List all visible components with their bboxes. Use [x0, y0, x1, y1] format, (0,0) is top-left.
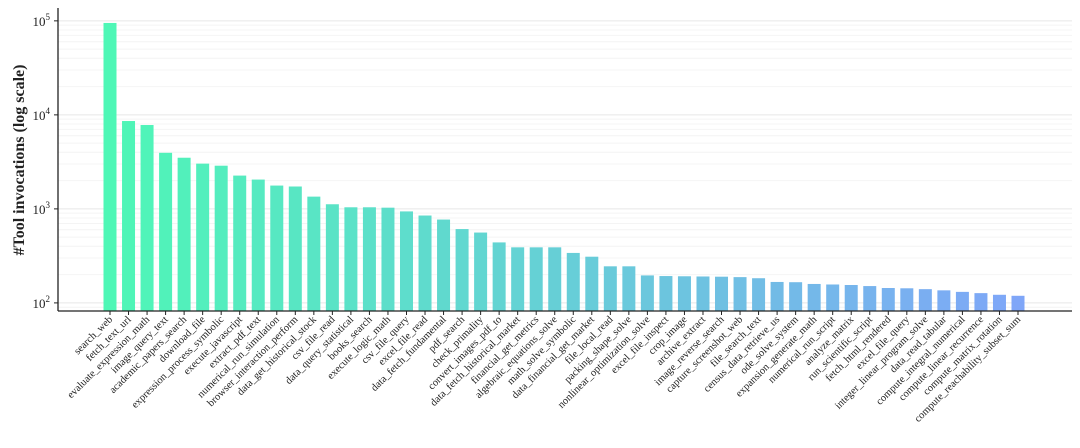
- bar-expression_process_symbolic: [214, 165, 228, 311]
- y-tick-label: 103: [33, 200, 51, 217]
- bar-pdf_search: [455, 229, 469, 311]
- bar-expansion_generate_math: [807, 283, 821, 311]
- bar-excel_file_query: [900, 288, 914, 311]
- bar-file_search_text: [752, 278, 766, 311]
- bar-academic_papers_search: [177, 157, 191, 311]
- x-tick-labels: search_webfetch_text_urlevaluate_express…: [66, 311, 1023, 425]
- bar-convert_images_pdf_to: [492, 242, 506, 311]
- bar-excel_file_read: [418, 215, 432, 311]
- bar-file_local_read: [603, 266, 617, 311]
- bar-census_data_retrieve_us: [770, 281, 784, 311]
- bar-csv_file_read: [325, 204, 339, 311]
- y-tick-label: 102: [33, 294, 51, 311]
- bar-fetch_text_url: [122, 121, 136, 311]
- bar-check_primality: [474, 232, 488, 311]
- bar-search_web: [103, 22, 117, 311]
- bar-csv_file_query: [399, 211, 413, 311]
- y-tick-label: 104: [33, 106, 51, 123]
- bar-excel_file_inspect: [659, 276, 673, 311]
- bar-compute_reachability_subset_sum: [1011, 295, 1025, 311]
- bar-execute_logic_math: [381, 207, 395, 311]
- bar-compute_integral_numerical: [955, 291, 969, 311]
- bar-data_read_tabular: [937, 290, 951, 311]
- bar-data_financial_get_market: [585, 256, 599, 311]
- bar-compute_linear_recurrence: [974, 293, 988, 311]
- bar-numerical_run_script: [826, 284, 840, 311]
- axes: [57, 8, 1072, 312]
- bar-nonlinear_optimization_solve: [640, 275, 654, 311]
- bar-math_solve_symbolic: [566, 252, 580, 311]
- bar-data_fetch_fundamental: [437, 219, 451, 311]
- bar-execute_javascript: [233, 175, 247, 311]
- bar-analyze_matrix: [844, 285, 858, 311]
- bar-capture_screenshot_web: [733, 277, 747, 311]
- bar-image_reverse_search: [715, 276, 729, 311]
- bar-fetch_html_rendered: [881, 288, 895, 311]
- bar-data_fetch_historical_market: [511, 247, 525, 311]
- bars: [103, 22, 1025, 311]
- bar-extract_pdf_text: [251, 179, 265, 311]
- bar-data_get_historical_stock: [307, 196, 321, 311]
- y-ticks: 102 103 104 105: [33, 12, 58, 311]
- bar-integer_linear_program_solve: [918, 289, 932, 311]
- bar-browser_interaction_perform: [288, 186, 302, 311]
- bar-books_search: [362, 207, 376, 311]
- bar-compute_matrix_rotation: [992, 294, 1006, 311]
- y-axis-label: #Tool invocations (log scale): [11, 65, 28, 256]
- bar-download_file: [196, 163, 210, 311]
- bar-packing_shape_solve: [622, 266, 636, 311]
- bar-data_query_statistical: [344, 207, 358, 311]
- bar-archive_extract: [696, 276, 710, 311]
- gridlines: [58, 20, 1072, 308]
- bar-financial_get_metrics: [529, 247, 543, 311]
- bar-crop_image: [677, 276, 691, 311]
- bar-run_scientific_script: [863, 286, 877, 311]
- bar-algebraic_equations_solve: [548, 247, 562, 311]
- bar-ode_solve_system: [789, 282, 803, 311]
- y-tick-label: 105: [33, 12, 51, 29]
- bar-numerical_run_simulation: [270, 185, 284, 311]
- bar-image_query_text: [159, 152, 173, 311]
- bar-evaluate_expression_math: [140, 125, 154, 311]
